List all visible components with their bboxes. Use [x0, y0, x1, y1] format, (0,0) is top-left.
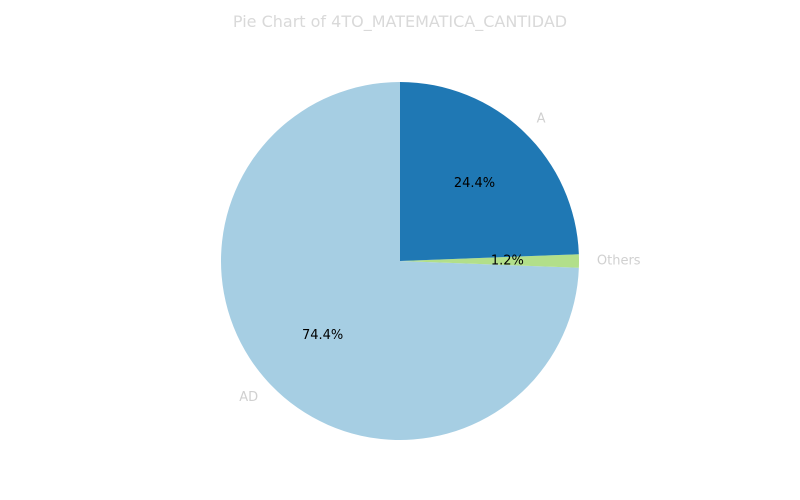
slice-label-a: A — [537, 112, 546, 127]
slice-label-others: Others — [597, 254, 641, 269]
slice-label-ad: AD — [239, 390, 258, 405]
pie-labels: AD 74.4% Others 1.2% A 24.4% — [239, 112, 641, 405]
chart-title: Pie Chart of 4TO_MATEMATICA_CANTIDAD — [232, 12, 568, 31]
pie-slices — [220, 82, 579, 440]
slice-pct-others: 1.2% — [491, 254, 524, 269]
pie-slice-a — [400, 82, 579, 261]
slice-pct-a: 24.4% — [454, 176, 495, 191]
pie-slice-others — [400, 254, 579, 268]
slice-pct-ad: 74.4% — [302, 328, 343, 343]
pie-slice-ad — [220, 82, 579, 440]
